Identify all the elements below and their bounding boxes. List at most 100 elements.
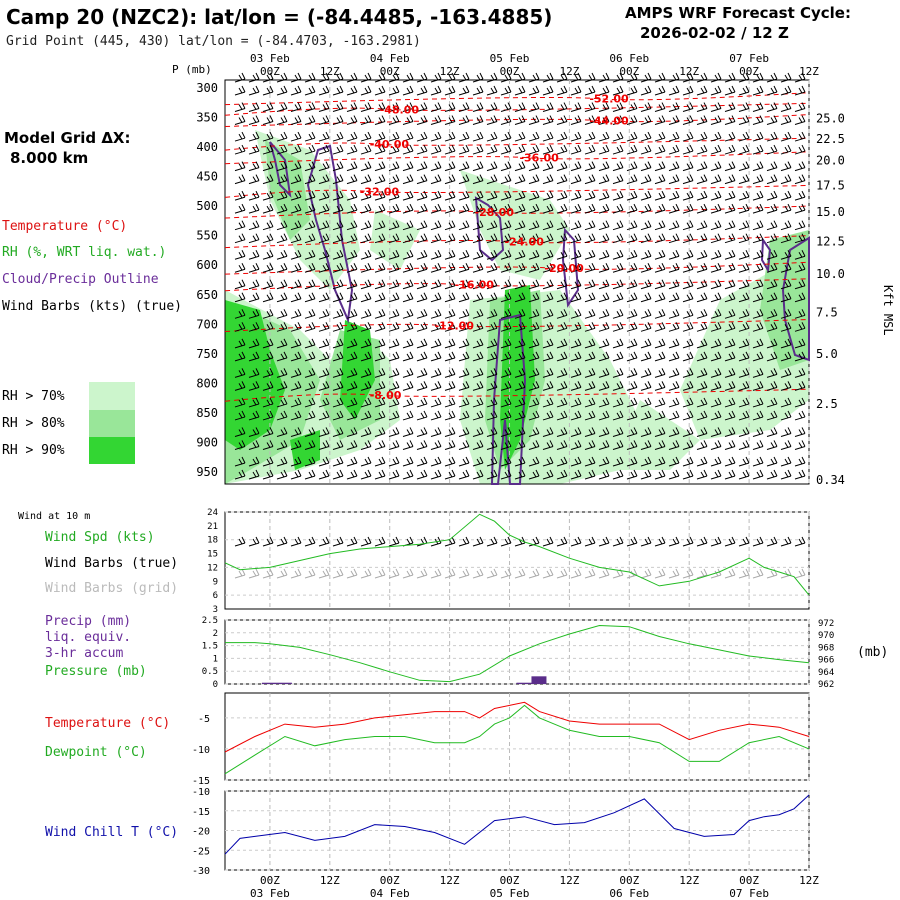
wind-barb bbox=[514, 322, 526, 332]
wind-barb bbox=[290, 338, 302, 349]
wind-barb bbox=[430, 456, 442, 467]
wind-barb bbox=[710, 368, 722, 378]
wind-barb bbox=[416, 427, 428, 437]
temperature-contour-label: -16.00 bbox=[455, 279, 495, 292]
wind-barb bbox=[248, 161, 260, 172]
wind-barb bbox=[794, 322, 806, 332]
wind-barb bbox=[710, 72, 722, 83]
wind-barb bbox=[612, 203, 624, 214]
wind-barb bbox=[528, 397, 540, 408]
wind-barb bbox=[262, 427, 274, 437]
wind-barb bbox=[248, 309, 260, 319]
wind-barb bbox=[430, 322, 442, 332]
wind-barb bbox=[528, 85, 540, 96]
wind-barb bbox=[234, 381, 246, 391]
wind-barb bbox=[598, 115, 610, 126]
legend-rh90: RH > 90% bbox=[2, 443, 65, 458]
wind-barb bbox=[500, 250, 512, 260]
wind-barb bbox=[514, 174, 526, 185]
wind-barb bbox=[360, 115, 372, 126]
wind-barb bbox=[556, 85, 568, 96]
bottom-date-label: 05 Feb bbox=[490, 887, 530, 900]
wind-barb bbox=[766, 203, 778, 214]
wind-barb bbox=[794, 161, 806, 172]
wind-barb bbox=[444, 115, 456, 126]
precip-tick: 2.5 bbox=[202, 616, 218, 626]
wind-barb bbox=[640, 279, 652, 290]
wind-barb bbox=[668, 368, 680, 378]
wind-barb bbox=[262, 292, 274, 303]
wind-barb bbox=[584, 131, 596, 142]
temperature-tick: -15 bbox=[192, 776, 210, 787]
kft-tick: 0.34 bbox=[816, 473, 845, 487]
wind-barb bbox=[500, 456, 512, 467]
wind-barb bbox=[332, 161, 344, 172]
wind-barb bbox=[402, 220, 414, 231]
cloud-outline bbox=[781, 236, 810, 362]
wind-barb bbox=[794, 368, 806, 378]
wind-barb bbox=[486, 174, 498, 185]
wind-barb bbox=[570, 72, 582, 83]
wind-barb bbox=[430, 102, 442, 113]
wind-barb bbox=[444, 131, 456, 142]
wind-barb bbox=[458, 190, 470, 201]
wind-barb bbox=[248, 102, 260, 113]
wind-barb bbox=[430, 85, 442, 96]
wind-barb bbox=[612, 72, 624, 83]
wind-barb bbox=[640, 174, 652, 185]
wind-barb bbox=[738, 410, 750, 421]
wind-barb bbox=[332, 456, 344, 467]
wind-barb bbox=[710, 144, 722, 155]
wind-barb bbox=[402, 233, 414, 244]
wind-barb bbox=[570, 456, 582, 467]
wind-barb bbox=[402, 322, 414, 332]
wind-barb bbox=[318, 131, 330, 142]
wind-barb bbox=[430, 250, 442, 260]
wind-barb bbox=[444, 322, 456, 332]
wind-barb bbox=[794, 102, 806, 113]
wind-barb bbox=[570, 161, 582, 172]
wind-barb bbox=[472, 292, 484, 303]
wind-barb bbox=[654, 220, 666, 231]
wind-barb bbox=[514, 161, 526, 172]
wind-barb bbox=[276, 115, 288, 126]
top-date-label: 07 Feb bbox=[729, 52, 769, 65]
wind-barb bbox=[724, 190, 736, 201]
temperature-contour-label: -52.00 bbox=[589, 93, 629, 106]
wind-barb-grid bbox=[486, 568, 498, 579]
wind-barb bbox=[668, 190, 680, 201]
wind-barb bbox=[290, 456, 302, 467]
wind-barb bbox=[724, 72, 736, 83]
top-time-tick: 12Z bbox=[320, 65, 340, 78]
wind-barb bbox=[486, 469, 498, 480]
wind-barb bbox=[262, 115, 274, 126]
wind-barb bbox=[780, 72, 792, 83]
wind-barb bbox=[248, 456, 260, 467]
wind-barb bbox=[626, 456, 638, 467]
wind-barb bbox=[234, 144, 246, 155]
wind-barb bbox=[542, 279, 554, 290]
wind-barb bbox=[514, 131, 526, 142]
wind-barb bbox=[584, 410, 596, 421]
wind-barb-grid bbox=[570, 568, 582, 579]
wind-barb bbox=[276, 309, 288, 319]
wind-barb bbox=[556, 381, 568, 391]
wind-barb bbox=[556, 338, 568, 349]
wind-barb bbox=[486, 203, 498, 214]
wind-barb bbox=[710, 309, 722, 319]
wind-barb bbox=[598, 427, 610, 437]
wind-chill-line bbox=[224, 794, 810, 855]
wind-barb bbox=[556, 131, 568, 142]
wind-barb bbox=[766, 161, 778, 172]
wind-barb bbox=[290, 115, 302, 126]
wind-barb bbox=[360, 381, 372, 391]
wind-barb bbox=[500, 309, 512, 319]
top-date-label: 04 Feb bbox=[370, 52, 410, 65]
wind-barb bbox=[444, 279, 456, 290]
wind-barb bbox=[248, 381, 260, 391]
wind-barb bbox=[514, 220, 526, 231]
wind-barb bbox=[598, 279, 610, 290]
wind-barb bbox=[472, 190, 484, 201]
wind-barb bbox=[276, 469, 288, 480]
wind-barb bbox=[668, 102, 680, 113]
